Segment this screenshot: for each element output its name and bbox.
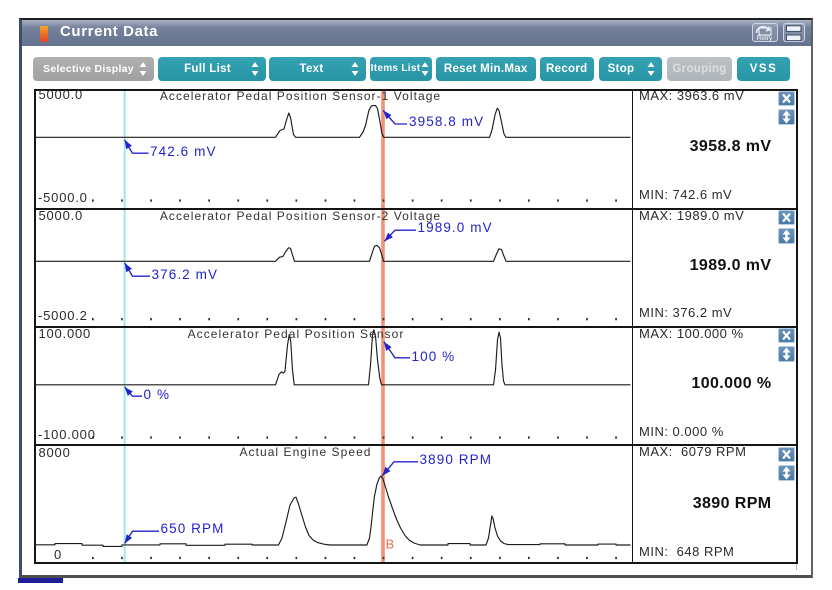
svg-text:B: B (386, 537, 395, 552)
svg-text:Retry: Retry (757, 35, 773, 42)
